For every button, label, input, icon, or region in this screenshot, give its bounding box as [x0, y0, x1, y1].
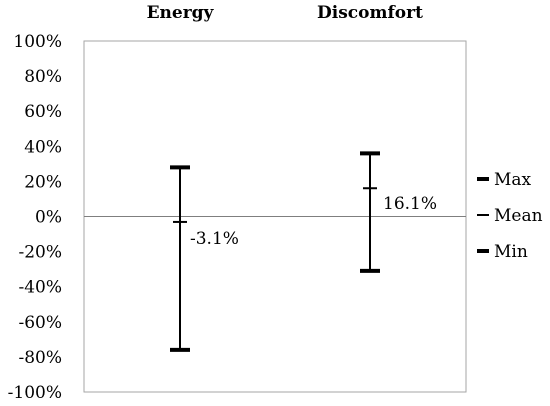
y-tick-label: -20%	[18, 243, 62, 263]
y-tick-label: -60%	[18, 313, 62, 333]
y-tick-label: 40%	[24, 137, 62, 157]
y-tick-label: 100%	[13, 32, 62, 52]
mean-data-label: -3.1%	[190, 229, 239, 249]
y-tick-label: 0%	[35, 208, 62, 228]
y-tick-label: -40%	[18, 278, 62, 298]
category-labels: Energy Discomfort	[147, 3, 424, 23]
legend-label: Mean	[494, 206, 543, 226]
y-tick-label: -100%	[8, 383, 62, 403]
legend-item-mean: Mean	[477, 206, 543, 226]
y-tick-label: 80%	[24, 67, 62, 87]
legend: Max Mean Min	[477, 170, 543, 262]
category-label: Energy	[147, 3, 215, 23]
legend-label: Max	[494, 170, 532, 190]
y-tick-label: 60%	[24, 102, 62, 122]
data-labels: -3.1% 16.1%	[190, 194, 437, 249]
y-axis: -100% -80% -60% -40% -20% 0% 20% 40% 60% 80% 100%	[8, 32, 62, 403]
category-label: Discomfort	[317, 3, 423, 23]
error-bars	[170, 151, 380, 352]
y-tick-label: -80%	[18, 348, 62, 368]
legend-item-min: Min	[477, 242, 528, 262]
mean-data-label: 16.1%	[383, 194, 437, 214]
legend-item-max: Max	[477, 170, 532, 190]
legend-label: Min	[494, 242, 528, 262]
y-tick-label: 20%	[24, 172, 62, 192]
